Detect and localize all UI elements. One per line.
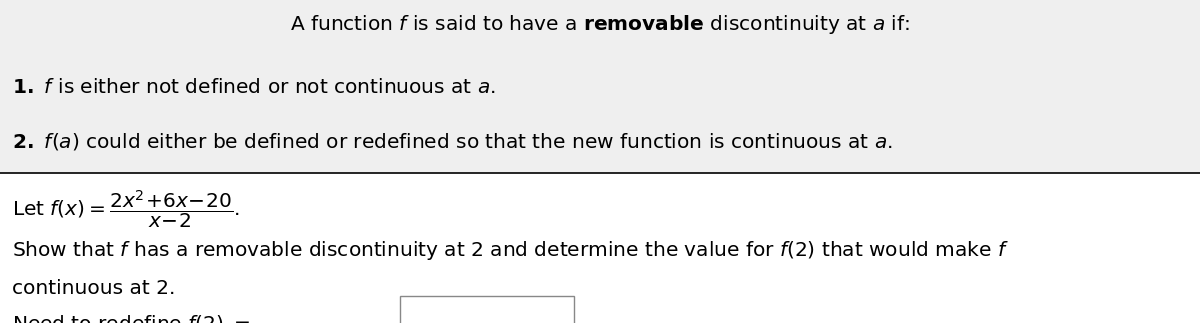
Text: Need to redefine $\mathit{f}(2)$ $=$: Need to redefine $\mathit{f}(2)$ $=$ [12,313,251,323]
Text: $\mathbf{1.}$ $\mathit{f}$ is either not defined or not continuous at $\mathit{a: $\mathbf{1.}$ $\mathit{f}$ is either not… [12,78,496,97]
FancyBboxPatch shape [400,296,574,323]
Text: continuous at 2.: continuous at 2. [12,279,175,298]
Text: A function $\mathit{f}$ is said to have a $\mathbf{removable}$ discontinuity at : A function $\mathit{f}$ is said to have … [290,13,910,36]
Text: Show that $\mathit{f}$ has a removable discontinuity at 2 and determine the valu: Show that $\mathit{f}$ has a removable d… [12,239,1009,262]
Text: .: . [582,313,588,323]
FancyBboxPatch shape [0,0,1200,173]
Text: Let $\mathit{f}(\mathit{x})=\dfrac{2x^2\!+\!6x\!-\!20}{x\!-\!2}$.: Let $\mathit{f}(\mathit{x})=\dfrac{2x^2\… [12,189,240,231]
Text: $\mathbf{2.}$ $\mathit{f}(\mathit{a})$ could either be defined or redefined so t: $\mathbf{2.}$ $\mathit{f}(\mathit{a})$ c… [12,131,893,152]
